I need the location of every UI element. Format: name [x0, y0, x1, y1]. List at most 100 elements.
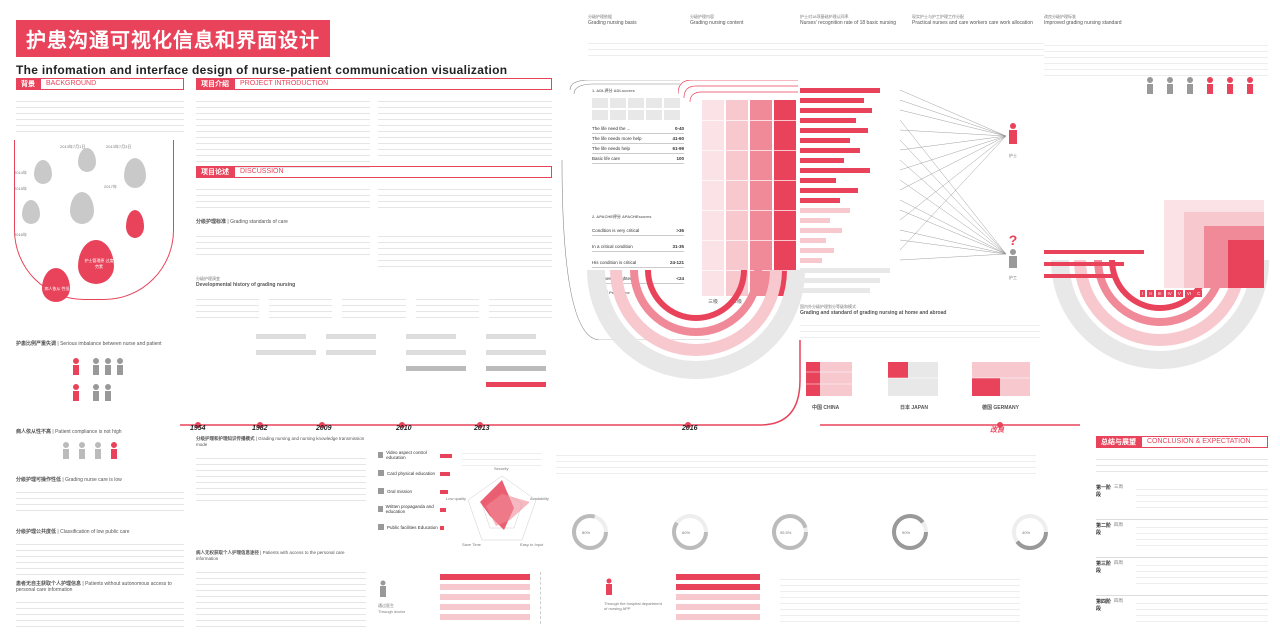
access-bars-2	[676, 574, 760, 620]
col-improved-title: 改良分级护理标准 Improved grading nursing standa…	[1044, 14, 1122, 26]
compliance-figures	[63, 442, 117, 459]
radar-chart	[467, 475, 537, 541]
worker-figure: ? 护工	[1006, 232, 1020, 281]
knowledge-section: 分级护理和护理知识传播模式 | Grading nursing and nurs…	[196, 436, 366, 503]
timeline	[180, 340, 1080, 428]
discussion-header: 项目论述 DISCUSSION	[196, 166, 552, 178]
compliance-section: 病人依从性不高 | Patient compliance is not high	[16, 428, 184, 480]
nurse-app-icon	[606, 578, 612, 595]
drops-chart: 2013年7月1日 2013年7月3日 2014年 2015年 2016年 20…	[14, 140, 174, 310]
allocation-lines	[900, 89, 1007, 261]
card-icon	[378, 470, 384, 476]
background-header: 背景 BACKGROUND	[16, 78, 184, 90]
arc-left	[587, 270, 805, 379]
public-section: 分级护理公共度低 | Classification of low public …	[16, 528, 184, 579]
stage-3: 第三阶段 四周	[1096, 560, 1268, 596]
page-subtitle: The infomation and interface design of n…	[16, 63, 508, 77]
public-icon	[378, 524, 384, 530]
page-title: 护患沟通可视化信息和界面设计	[16, 20, 330, 57]
timeline-year-1954: 1954	[190, 425, 206, 432]
access-bars-1	[440, 574, 530, 620]
grade-grid	[678, 80, 798, 296]
media-item-3: Oral mission	[378, 486, 438, 496]
apache-row-3: His condition is critical 24-121	[592, 258, 684, 268]
drop-5	[70, 192, 94, 224]
access-app: Through the hospital department of nursi…	[604, 578, 664, 611]
timeline-year-1982: 1982	[252, 425, 268, 432]
donut-row	[572, 514, 1048, 550]
stage-2: 第二阶段 四周	[1096, 522, 1268, 558]
donut-4-value: 90%	[902, 530, 911, 535]
stage-1: 第一阶段 三周	[1096, 484, 1268, 520]
drop-1	[34, 160, 52, 184]
apache-row-1: Condition is very critical >36	[592, 226, 684, 236]
recognition-bars	[800, 88, 890, 293]
donut-1-value: 80%	[582, 530, 591, 535]
drop-8	[42, 268, 70, 302]
country-germany: 德国 GERMANY	[982, 405, 1019, 411]
stages-list: 第一阶段 三周 第二阶段 四周 第三阶段 四周 第四阶段 四周	[1096, 484, 1268, 634]
media-list: Video aspect control education Card phys…	[378, 450, 438, 532]
grading-low-section: 分级护理可操作性低 | Grading nurse care is low	[16, 476, 184, 513]
media-item-5: Public facilities Education	[378, 522, 438, 532]
drop-6	[126, 210, 144, 238]
history-grade-bars	[256, 334, 546, 387]
timeline-end: 改良	[990, 427, 1004, 434]
conclusion-header: 总结与展望 CONCLUSION & EXPECTATION	[1096, 436, 1268, 448]
worker-icon	[1009, 249, 1017, 268]
country-japan: 日本 JAPAN	[900, 405, 928, 411]
question-icon: ?	[1008, 232, 1018, 248]
timeline-year-2016: 2016	[682, 425, 698, 432]
doctor-icon	[380, 580, 386, 597]
imbalance-figures	[73, 358, 123, 401]
intro-section: 项目介绍 PROJECT INTRODUCTION	[196, 78, 552, 170]
adl-row-4: Basic life care 100	[592, 154, 684, 164]
adl-row-3: The life needs help 61-99	[592, 144, 684, 154]
drop-2	[78, 148, 96, 172]
timeline-year-2009: 2009	[316, 425, 332, 432]
col-allocation-title: 现实护士与护工护理工作分配 Practical nurses and care …	[912, 14, 1033, 26]
abroad-section: 国内外分级护理划分等级和模式 Grading and standard of g…	[800, 304, 1040, 340]
title-block: 护患沟通可视化信息和界面设计 The infomation and interf…	[16, 20, 507, 77]
donut-5-value: 40%	[1022, 530, 1031, 535]
document-icon	[378, 506, 383, 512]
discussion-section: 项目论述 DISCUSSION	[196, 166, 552, 208]
video-icon	[378, 452, 384, 458]
access-doctor: 通过医生 Through doctor	[378, 580, 405, 614]
adl-table: 1. ADL评分 ADLscores The life need the ...…	[592, 88, 684, 164]
country-china: 中国 CHINA	[812, 405, 840, 411]
col-recognition-title: 护士对18项基础护理认同率 Nurses' recognition rate o…	[800, 14, 897, 26]
donut-3-value: 95.5%	[780, 530, 792, 535]
drop-4	[22, 200, 40, 224]
media-item-1: Video aspect control education	[378, 450, 438, 460]
imbalance-section: 护患比例严重失调 | Serious imbalance between nur…	[16, 340, 184, 412]
stage-4: 第四阶段 四周	[1096, 598, 1268, 634]
conclusion-section: 总结与展望 CONCLUSION & EXPECTATION	[1096, 436, 1268, 476]
col-content-title: 分级护理内容 Grading nursing content	[690, 14, 744, 26]
improved-grade-labels: I II III IV V VI C	[1140, 290, 1203, 297]
speech-icon	[378, 488, 384, 494]
background-section: 背景 BACKGROUND	[16, 78, 184, 134]
grade-label-special: 三级	[707, 299, 718, 305]
drop-3	[124, 158, 146, 188]
access-section: 病人无权获取个人护理信息途径 | Patients with access to…	[196, 550, 366, 627]
adl-row-2: The life needs more help 41-60	[592, 134, 684, 144]
media-item-2: Card physical education	[378, 468, 438, 478]
improved-icons	[1147, 77, 1253, 94]
drops-frame	[14, 140, 174, 300]
media-item-4: Written propaganda and education	[378, 504, 438, 514]
grade-label-1: 一级	[755, 299, 766, 305]
access-divider	[540, 572, 590, 624]
nurse-icon	[1009, 123, 1017, 144]
nurse-figure: 护士	[1006, 122, 1020, 159]
drop-7	[78, 240, 114, 284]
apache-row-2: In a critical condition 31-35	[592, 242, 684, 252]
flow-lines-left	[561, 80, 710, 340]
background-paragraph	[16, 96, 184, 134]
history-section: 分级护理演变 Developmental history of grading …	[196, 276, 553, 403]
timeline-year-2013: 2013	[474, 425, 490, 432]
abroad-grids	[806, 362, 1030, 396]
grade-label-2: 二级	[731, 299, 742, 305]
intro-header: 项目介绍 PROJECT INTRODUCTION	[196, 78, 552, 90]
improved-grid	[1044, 200, 1264, 288]
